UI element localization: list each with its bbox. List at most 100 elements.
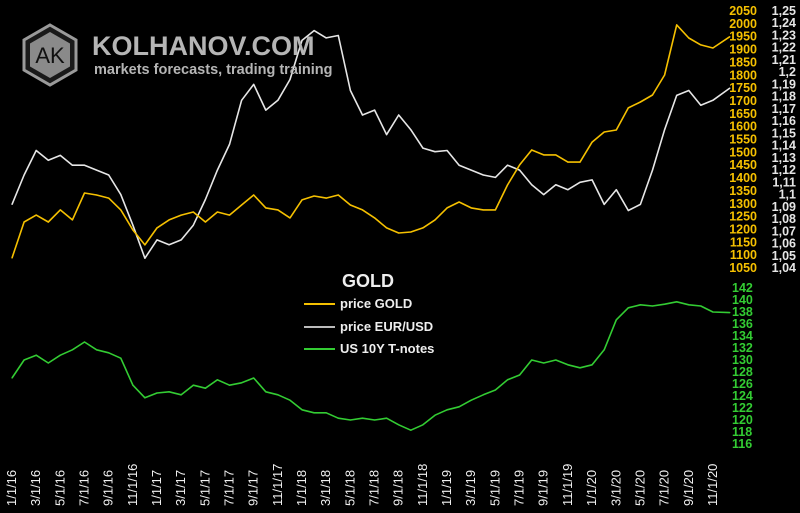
data-point-tnotes [168, 391, 170, 393]
y-tick-label-eurusd: 1,2 [779, 65, 796, 79]
data-point-gold [301, 199, 303, 201]
data-point-tnotes [712, 311, 714, 313]
data-point-eurusd [168, 244, 170, 246]
legend-item-gold: price GOLD [304, 296, 412, 311]
data-point-eurusd [108, 174, 110, 176]
data-point-gold [422, 227, 424, 229]
x-tick-label: 7/1/18 [367, 470, 382, 506]
x-tick-label: 5/1/16 [52, 470, 67, 506]
y-tick-label-gold: 1450 [729, 158, 757, 172]
data-point-gold [386, 227, 388, 229]
data-point-tnotes [204, 387, 206, 389]
logo-hexagon-icon: AK [22, 23, 78, 87]
data-point-gold [676, 24, 678, 26]
data-point-tnotes [35, 354, 37, 356]
y-tick-label-eurusd: 1,14 [772, 139, 796, 153]
data-point-tnotes [458, 406, 460, 408]
data-point-tnotes [688, 304, 690, 306]
data-point-tnotes [59, 354, 61, 356]
y-tick-label-eurusd: 1,05 [772, 249, 796, 263]
x-tick-label: 1/1/20 [584, 470, 599, 506]
legend-item-tnotes: US 10Y T-notes [304, 341, 434, 356]
y-tick-label-tnotes: 122 [732, 401, 753, 415]
data-point-tnotes [277, 394, 279, 396]
series-line-tnotes [11, 300, 730, 432]
y-tick-label-gold: 1500 [729, 145, 757, 159]
x-tick-label: 9/1/18 [391, 470, 406, 506]
data-point-tnotes [95, 349, 98, 351]
y-tick-label-eurusd: 1,07 [772, 224, 796, 238]
data-point-eurusd [531, 184, 533, 186]
data-point-gold [615, 129, 617, 131]
y-tick-label-tnotes: 124 [732, 389, 753, 403]
data-point-gold [11, 257, 13, 259]
legend-label: price EUR/USD [340, 319, 434, 334]
data-point-tnotes [253, 377, 255, 379]
data-point-tnotes [71, 349, 74, 351]
y-tick-label-eurusd: 1,22 [772, 41, 796, 55]
y-tick-label-gold: 1100 [730, 248, 757, 262]
y-tick-label-gold: 1850 [729, 55, 757, 69]
y-tick-label-gold: 1750 [729, 81, 757, 95]
x-tick-label: 3/1/17 [173, 470, 188, 506]
data-point-tnotes [361, 417, 364, 419]
y-tick-label-tnotes: 120 [732, 413, 753, 427]
x-tick-label: 3/1/18 [318, 470, 333, 506]
data-point-tnotes [651, 305, 654, 307]
data-point-gold [518, 164, 521, 166]
y-tick-label-eurusd: 1,13 [772, 151, 796, 165]
data-point-gold [627, 107, 629, 109]
data-point-gold [458, 201, 460, 203]
x-tick-label: 9/1/19 [536, 470, 551, 506]
data-point-gold [373, 217, 376, 219]
data-point-gold [446, 207, 448, 209]
y-tick-label-gold: 1200 [729, 222, 757, 236]
y-tick-label-gold: 1150 [730, 235, 757, 249]
data-point-gold [289, 217, 291, 219]
data-point-eurusd [482, 174, 484, 176]
data-point-tnotes [603, 349, 605, 351]
data-point-eurusd [95, 169, 98, 171]
data-point-gold [71, 219, 74, 221]
data-point-eurusd [627, 209, 629, 212]
data-point-gold [482, 209, 484, 211]
x-tick-label: 11/1/17 [270, 464, 285, 506]
legend-label: price GOLD [340, 296, 413, 311]
data-point-gold [216, 211, 219, 213]
y-tick-label-gold: 1900 [729, 43, 757, 57]
data-point-eurusd [228, 143, 231, 145]
data-point-gold [567, 161, 569, 163]
x-tick-label: 3/1/20 [608, 470, 623, 506]
x-tick-label: 9/1/17 [246, 470, 261, 506]
series-line-gold [11, 24, 731, 259]
y-tick-label-eurusd: 1,24 [772, 16, 796, 30]
data-point-tnotes [434, 414, 436, 416]
y-tick-label-gold: 1650 [729, 107, 757, 121]
y-tick-label-tnotes: 130 [732, 353, 753, 367]
data-point-eurusd [325, 37, 327, 39]
x-tick-label: 11/1/16 [125, 464, 140, 506]
y-tick-label-gold: 2000 [729, 17, 757, 31]
data-point-gold [108, 197, 110, 199]
data-point-eurusd [132, 224, 134, 226]
data-point-eurusd [688, 89, 690, 92]
data-point-tnotes [144, 397, 146, 399]
data-point-eurusd [156, 239, 158, 241]
data-point-tnotes [23, 359, 25, 361]
x-tick-label: 7/1/19 [512, 470, 527, 506]
data-point-gold [531, 149, 533, 151]
data-point-gold [277, 209, 279, 211]
data-point-tnotes [410, 429, 412, 431]
data-point-gold [663, 74, 666, 76]
logo-title: KOLHANOV.COM [92, 31, 315, 61]
y-tick-label-tnotes: 136 [732, 317, 753, 331]
data-point-tnotes [729, 312, 731, 314]
data-point-gold [156, 227, 158, 229]
y-tick-label-gold: 1600 [729, 120, 757, 134]
y-tick-label-eurusd: 1,08 [772, 212, 796, 226]
data-point-gold [651, 94, 654, 96]
data-point-eurusd [567, 189, 569, 191]
data-point-tnotes [132, 384, 134, 386]
data-point-eurusd [180, 239, 182, 241]
data-point-tnotes [313, 412, 315, 414]
